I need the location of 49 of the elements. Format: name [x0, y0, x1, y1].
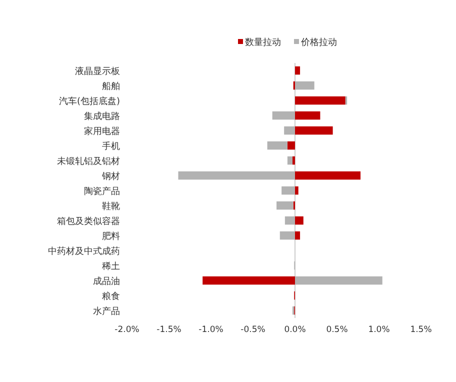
x-tick-label: 0.5%: [326, 325, 348, 335]
y-tick-label: 肥料: [102, 231, 120, 242]
y-tick-label: 陶瓷产品: [84, 186, 120, 197]
x-tick-label: -0.5%: [240, 325, 266, 335]
y-tick-label: 水产品: [93, 306, 120, 317]
legend-label: 价格拉动: [300, 37, 337, 48]
y-tick-label: 集成电路: [84, 111, 120, 122]
bar: [295, 96, 346, 105]
bar: [287, 156, 292, 165]
y-tick-label: 汽车(包括底盘): [58, 96, 120, 107]
y-tick-label: 钢材: [101, 171, 120, 182]
bar: [284, 216, 295, 225]
x-tick-label: 1.5%: [410, 325, 432, 335]
x-tick-label: 1.0%: [368, 325, 390, 335]
y-tick-label: 成品油: [93, 276, 120, 287]
bar: [282, 186, 295, 195]
bar: [280, 231, 295, 240]
y-tick-label: 未锻轧铝及铝材: [57, 156, 120, 167]
legend-label: 数量拉动: [245, 37, 281, 48]
bar: [295, 126, 333, 135]
y-tick-label: 稀土: [102, 261, 120, 272]
y-tick-label: 船舶: [102, 81, 120, 92]
bar: [295, 186, 298, 195]
bar: [287, 141, 295, 150]
bar: [284, 126, 295, 135]
bar: [295, 171, 361, 180]
bar: [295, 276, 382, 285]
bar: [178, 171, 295, 180]
bar: [295, 111, 320, 120]
y-tick-label: 鞋靴: [102, 201, 120, 212]
bar: [267, 141, 288, 150]
x-tick-label: -1.0%: [198, 325, 224, 335]
bar: [272, 111, 295, 120]
x-tick-label: -1.5%: [156, 325, 182, 335]
y-tick-label: 家用电器: [84, 126, 120, 137]
y-tick-label: 粮食: [102, 291, 120, 302]
x-tick-label: -2.0%: [114, 325, 140, 335]
x-tick-label: 0.0%: [284, 325, 306, 335]
bar: [295, 231, 300, 240]
bar: [295, 216, 304, 225]
bar: [202, 276, 295, 285]
y-tick-label: 中药材及中式成药: [48, 246, 120, 257]
bar: [292, 156, 295, 165]
y-tick-label: 液晶显示板: [75, 66, 120, 77]
y-tick-label: 手机: [102, 141, 120, 152]
bar: [295, 66, 300, 75]
y-tick-label: 箱包及类似容器: [57, 216, 120, 227]
bar: [295, 81, 314, 90]
bar: [276, 201, 294, 210]
